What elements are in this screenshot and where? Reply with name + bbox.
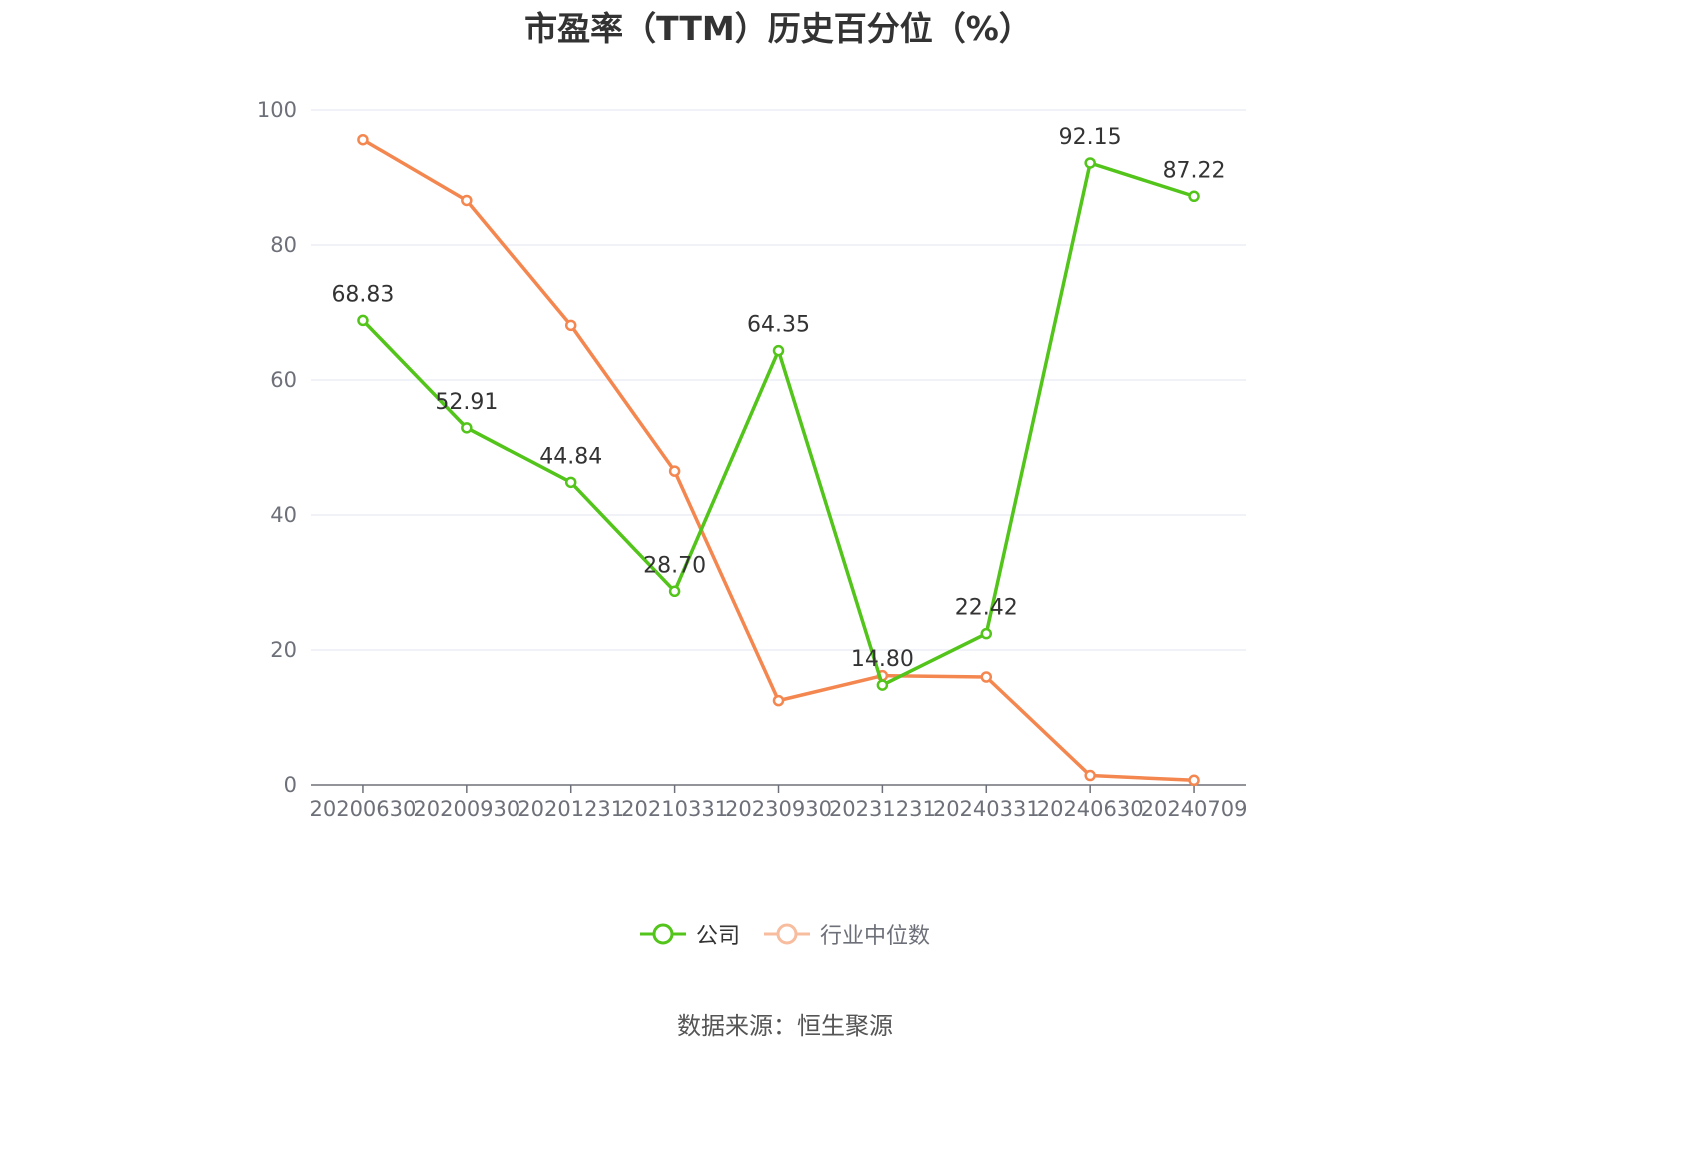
chart-title: 市盈率（TTM）历史百分位（%）	[524, 9, 1032, 48]
y-tick-label: 100	[257, 98, 297, 122]
data-label: 52.91	[435, 390, 498, 415]
legend: 公司 行业中位数	[0, 918, 1570, 950]
y-tick-label: 60	[270, 368, 297, 392]
y-tick-label: 20	[270, 638, 297, 662]
y-tick-label: 40	[270, 503, 297, 527]
legend-company-label: 公司	[695, 924, 740, 949]
data-label: 14.80	[851, 647, 914, 672]
data-label: 68.83	[331, 282, 394, 307]
data-point-industry[interactable]	[980, 671, 993, 683]
data-point-company[interactable]	[1084, 157, 1096, 169]
data-label: 87.22	[1163, 158, 1226, 183]
data-label: 92.15	[1059, 125, 1122, 150]
x-tick-label: 20210331	[621, 797, 728, 821]
data-labels: 68.83 52.91 44.84 28.70 64.35 14.80 22.42 92.15…	[331, 125, 1225, 672]
data-point-company[interactable]	[980, 627, 993, 640]
data-point-industry[interactable]	[357, 133, 369, 146]
data-label: 44.84	[539, 444, 602, 469]
data-point-company[interactable]	[876, 679, 889, 691]
series-line-company	[361, 161, 1195, 687]
data-source: 数据来源：恒生聚源	[677, 1012, 893, 1040]
data-label: 64.35	[747, 313, 810, 338]
line-chart: 0 20 40 60 80 100 2020063020200930202012312021…	[257, 98, 1248, 821]
axes: 0 20 40 60 80 100 2020063020200930202012312021…	[257, 98, 1248, 821]
legend-item-company[interactable]: 公司	[639, 918, 740, 950]
data-point-company[interactable]	[668, 585, 681, 598]
legend-industry-label: 行业中位数	[820, 924, 931, 949]
data-point-company[interactable]	[357, 314, 369, 327]
series-line-industry	[362, 138, 1195, 783]
x-tick-label: 20240630	[1037, 797, 1144, 821]
data-point-company[interactable]	[564, 476, 577, 489]
x-tick-label: 20230930	[725, 797, 832, 821]
data-point-company[interactable]	[461, 422, 473, 434]
data-point-industry[interactable]	[668, 465, 681, 477]
data-label: 28.70	[643, 553, 706, 578]
data-point-company[interactable]	[1188, 190, 1200, 203]
data-point-industry[interactable]	[1084, 769, 1096, 782]
x-tick-label: 20200930	[413, 797, 520, 821]
x-tick-label: 20201231	[517, 797, 624, 821]
legend-industry-swatch-icon	[764, 923, 810, 945]
data-point-industry[interactable]	[564, 319, 577, 332]
x-tick-label: 20231231	[829, 797, 936, 821]
series	[357, 133, 1200, 787]
legend-item-industry[interactable]: 行业中位数	[764, 918, 930, 950]
x-tick-label: 20200630	[309, 797, 416, 821]
data-point-industry[interactable]	[1188, 774, 1200, 787]
y-tick-label: 0	[284, 773, 297, 797]
x-tick-label: 20240709	[1141, 797, 1248, 821]
y-tick-label: 80	[270, 233, 297, 257]
data-point-company[interactable]	[772, 344, 785, 357]
data-label: 22.42	[955, 596, 1018, 621]
x-tick-label: 20240331	[933, 797, 1040, 821]
data-point-industry[interactable]	[461, 194, 473, 207]
legend-company-swatch-icon	[639, 923, 686, 945]
data-point-industry[interactable]	[772, 694, 785, 707]
grid	[311, 109, 1246, 651]
